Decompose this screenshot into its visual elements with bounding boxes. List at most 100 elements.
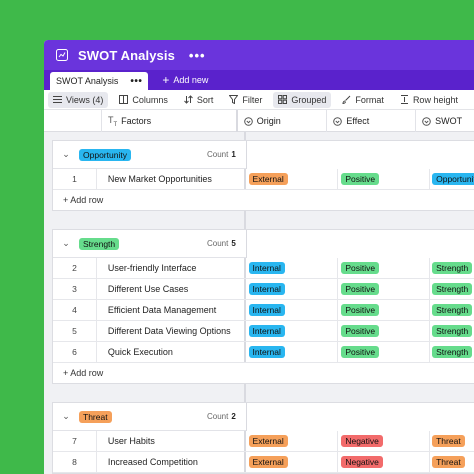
row-number: 7 (53, 431, 97, 451)
row-number: 4 (53, 300, 97, 320)
swot-cell[interactable]: Strength (430, 258, 474, 278)
columns-label: Columns (132, 94, 168, 105)
columns-button[interactable]: Columns (114, 92, 173, 108)
factor-cell[interactable]: User-friendly Interface (97, 258, 246, 278)
factor-cell[interactable]: New Market Opportunities (97, 169, 246, 189)
origin-cell[interactable]: External (246, 452, 339, 472)
swot-tag: Threat (432, 456, 465, 468)
group-header: ⌄ Strength Count 5 (53, 230, 474, 258)
group-header: ⌄ Threat Count 2 (53, 403, 474, 431)
row-height-icon (400, 95, 408, 104)
effect-cell[interactable]: Negative (338, 452, 431, 472)
origin-cell[interactable]: Internal (246, 321, 339, 341)
effect-cell[interactable]: Negative (338, 431, 431, 451)
origin-cell[interactable]: Internal (246, 342, 339, 362)
column-header-origin[interactable]: Origin (238, 110, 328, 132)
swot-tag: Strength (432, 325, 473, 337)
effect-cell[interactable]: Positive (338, 169, 431, 189)
effect-cell[interactable]: Positive (338, 342, 431, 362)
swot-cell[interactable]: Strength (430, 342, 474, 362)
factor-cell[interactable]: User Habits (97, 431, 246, 451)
column-label: SWOT (435, 116, 463, 126)
row-number: 8 (53, 452, 97, 472)
origin-cell[interactable]: External (246, 169, 339, 189)
group-icon (278, 95, 288, 104)
table-row[interactable]: 4 Efficient Data Management Internal Pos… (53, 300, 474, 321)
origin-tag: Internal (248, 304, 285, 316)
table-row[interactable]: 3 Different Use Cases Internal Positive … (53, 279, 474, 300)
tab-options-icon[interactable]: ••• (130, 75, 143, 87)
add-row-button[interactable]: + Add row (63, 195, 104, 205)
filter-button[interactable]: Filter (224, 92, 267, 108)
table-row[interactable]: 8 Increased Competition External Negativ… (53, 452, 474, 473)
origin-cell[interactable]: Internal (246, 300, 339, 320)
swot-cell[interactable]: Strength (430, 321, 474, 341)
effect-tag: Positive (341, 173, 380, 185)
chevron-down-icon[interactable]: ⌄ (62, 149, 70, 159)
group-chip: Threat (79, 410, 112, 423)
tab-swot-analysis[interactable]: SWOT Analysis ••• (50, 72, 149, 90)
column-header-row: TT Factors Origin Effect SWOT (44, 110, 474, 132)
group-chip: Opportunity (79, 148, 131, 161)
table-row[interactable]: 2 User-friendly Interface Internal Posit… (53, 258, 474, 279)
effect-tag: Positive (341, 325, 380, 337)
factor-cell[interactable]: Different Data Viewing Options (97, 321, 246, 341)
factor-cell[interactable]: Quick Execution (97, 342, 246, 362)
filter-label: Filter (242, 94, 263, 105)
swot-cell[interactable]: Opportunity (430, 169, 474, 189)
add-view-button[interactable]: + Add new (162, 70, 208, 90)
swot-cell[interactable]: Threat (430, 452, 474, 472)
origin-cell[interactable]: Internal (246, 279, 339, 299)
add-view-label: Add new (173, 75, 209, 85)
sort-icon (184, 95, 193, 104)
column-label: Origin (256, 116, 281, 126)
factor-cell[interactable]: Increased Competition (97, 452, 246, 472)
chevron-down-icon[interactable]: ⌄ (62, 238, 70, 248)
group-header: ⌄ Opportunity Count 1 (53, 141, 474, 169)
format-button[interactable]: Format (337, 92, 389, 108)
effect-cell[interactable]: Positive (338, 279, 431, 299)
toolbar: Views (4) Columns Sort Filter Grouped Fo… (44, 90, 474, 110)
swot-cell[interactable]: Threat (430, 431, 474, 451)
effect-cell[interactable]: Positive (338, 258, 431, 278)
column-header-swot[interactable]: SWOT (416, 110, 474, 132)
grouped-button[interactable]: Grouped (273, 91, 332, 108)
group-header-fill (246, 230, 474, 258)
app-window: SWOT Analysis ••• SWOT Analysis ••• + Ad… (44, 40, 474, 474)
add-row-button[interactable]: + Add row (63, 368, 104, 378)
chevron-down-icon[interactable]: ⌄ (62, 411, 70, 421)
view-tabs: SWOT Analysis ••• + Add new (44, 70, 474, 90)
swot-cell[interactable]: Strength (430, 300, 474, 320)
single-select-icon (422, 116, 431, 126)
origin-tag: Internal (248, 262, 285, 274)
table-row[interactable]: 5 Different Data Viewing Options Interna… (53, 321, 474, 342)
factor-cell[interactable]: Efficient Data Management (97, 300, 246, 320)
row-number: 3 (53, 279, 97, 299)
column-header-factors[interactable]: TT Factors (102, 110, 238, 132)
column-header-effect[interactable]: Effect (327, 110, 417, 132)
effect-tag: Positive (341, 283, 380, 295)
sort-button[interactable]: Sort (179, 92, 219, 108)
effect-tag: Negative (341, 456, 383, 468)
table-row[interactable]: 7 User Habits External Negative Threat (53, 431, 474, 452)
group-strength: ⌄ Strength Count 5 2 User-friendly Interf… (52, 229, 474, 384)
row-height-button[interactable]: Row height (395, 92, 463, 108)
origin-cell[interactable]: External (246, 431, 339, 451)
single-select-icon (243, 116, 253, 126)
tab-label: SWOT Analysis (56, 76, 119, 86)
column-label: Factors (121, 116, 152, 126)
table-row[interactable]: 1 New Market Opportunities External Posi… (53, 169, 474, 190)
swot-cell[interactable]: Strength (430, 279, 474, 299)
more-options-icon[interactable]: ••• (188, 47, 206, 63)
effect-cell[interactable]: Positive (338, 321, 431, 341)
effect-tag: Positive (341, 304, 380, 316)
column-label: Effect (346, 116, 370, 126)
effect-tag: Positive (341, 346, 380, 358)
swot-tag: Strength (432, 304, 473, 316)
table-row[interactable]: 6 Quick Execution Internal Positive Stre… (53, 342, 474, 363)
effect-cell[interactable]: Positive (338, 300, 431, 320)
factor-cell[interactable]: Different Use Cases (97, 279, 246, 299)
origin-cell[interactable]: Internal (246, 258, 339, 278)
views-button[interactable]: Views (4) (48, 91, 109, 108)
swot-tag: Opportunity (432, 173, 474, 185)
